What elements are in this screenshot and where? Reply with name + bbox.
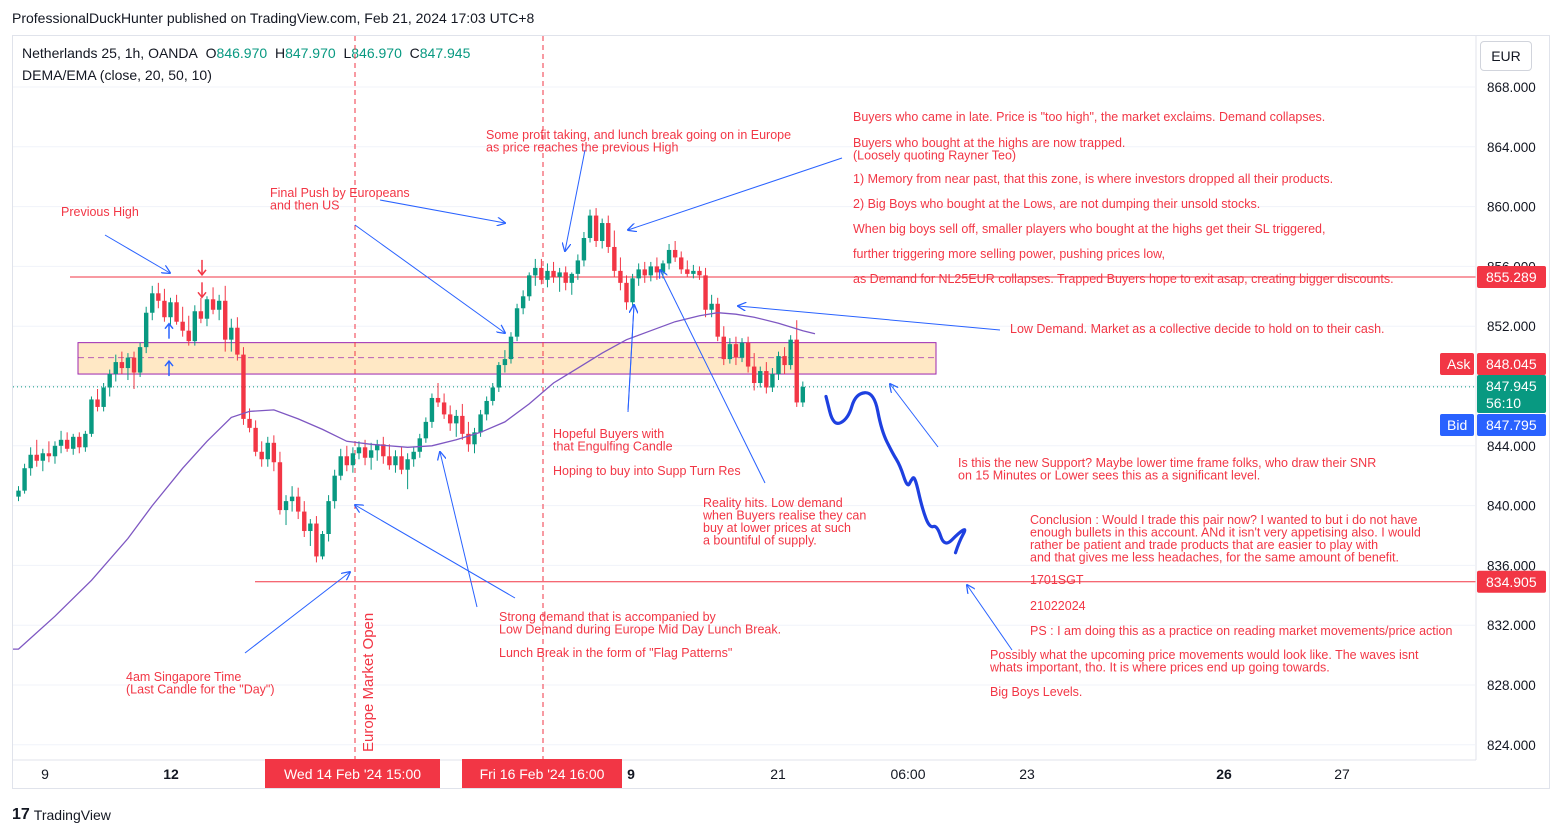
currency-button[interactable]: EUR [1480,41,1532,71]
chart-frame [12,35,1550,789]
high-label: H [274,45,286,61]
tradingview-footer[interactable]: 17 TradingView [12,806,111,824]
low-value: 846.970 [351,45,402,61]
high-value: 847.970 [285,45,336,61]
open-value: 846.970 [216,45,268,61]
indicator-legend[interactable]: DEMA/EMA (close, 20, 50, 10) [22,67,212,83]
symbol-legend: Netherlands 25, 1h, OANDA O846.970 H847.… [22,45,470,61]
symbol-name[interactable]: Netherlands 25, 1h, OANDA [22,45,198,61]
tradingview-logo: 17 [12,806,30,823]
tradingview-brand: TradingView [33,807,111,823]
close-label: C [409,45,420,61]
publish-header: ProfessionalDuckHunter published on Trad… [12,10,535,26]
low-label: L [343,45,352,61]
close-value: 847.945 [419,45,471,61]
open-label: O [205,45,217,61]
